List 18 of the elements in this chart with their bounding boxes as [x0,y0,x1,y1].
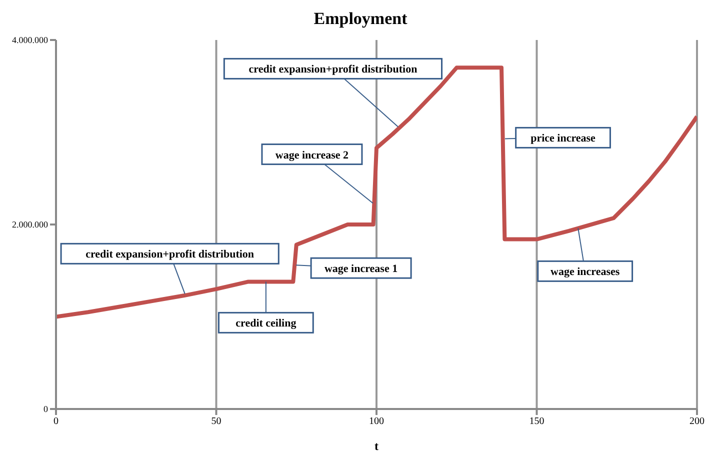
x-axis-title: t [374,439,378,453]
y-tick-label: 2.000.000 [12,220,48,230]
annotation: wage increases [550,266,620,278]
annotation: wage increase 1 [324,263,398,276]
x-tick-label: 200 [690,416,704,428]
x-tick-label: 100 [369,416,384,428]
annotation: credit expansion+profit distribution [248,64,418,76]
line-series [56,66,697,319]
annotation: credit expansion+profit distribution [86,248,254,261]
annotation: wage increase 2 [275,149,350,162]
x-tick-label: 50 [211,416,222,428]
annotation: price increase [530,132,596,145]
x-tick-label: 150 [529,416,544,428]
annotation: credit ceiling [236,318,297,330]
chart-title: Employment [312,8,408,30]
x-tick-label: 0 [54,416,58,428]
y-tick-label: 4.000.000 [12,35,48,46]
y-tick-label: 0 [44,404,48,414]
